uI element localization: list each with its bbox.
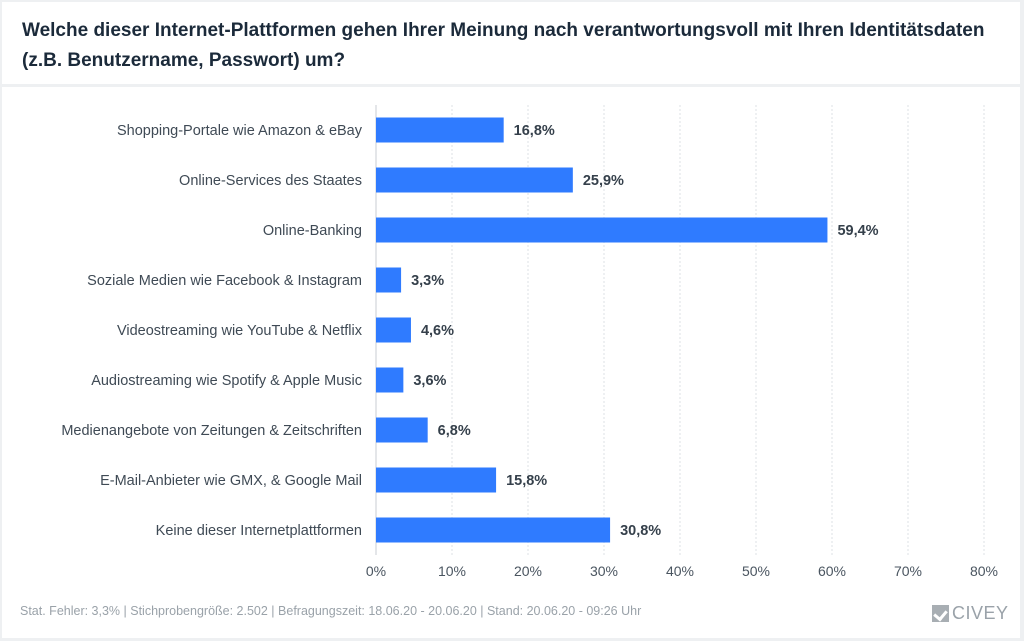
category-label: Shopping-Portale wie Amazon & eBay <box>117 123 363 139</box>
chart-title: Welche dieser Internet-Plattformen gehen… <box>22 20 985 71</box>
category-label: Medienangebote von Zeitungen & Zeitschri… <box>61 423 362 439</box>
value-label: 3,3% <box>411 273 444 289</box>
category-labels: Shopping-Portale wie Amazon & eBay Online… <box>61 123 362 539</box>
category-label: Audiostreaming wie Spotify & Apple Music <box>91 373 362 389</box>
civey-logo[interactable]: CIVEY <box>932 603 1009 624</box>
bar[interactable] <box>376 267 402 293</box>
value-labels: 16,8% 25,9% 59,4% 3,3% 4,6% 3,6% 6,8% 15,8% 30,8… <box>411 123 879 539</box>
category-label: E-Mail-Anbieter wie GMX, & Google Mail <box>100 473 362 489</box>
value-label: 30,8% <box>620 523 661 539</box>
survey-meta: Stat. Fehler: 3,3% | Stichprobengröße: 2… <box>20 604 642 618</box>
category-label: Online-Banking <box>263 223 362 239</box>
brand-name: CIVEY <box>952 603 1009 623</box>
x-axis-tick-labels: 0% 10% 20% 30% 40% 50% 60% 70% 80% <box>366 563 998 579</box>
civey-checkmark-logo-icon <box>932 605 949 622</box>
x-tick-label: 60% <box>818 563 846 579</box>
bar[interactable] <box>376 167 573 193</box>
category-label: Keine dieser Internetplattformen <box>156 523 362 539</box>
bar[interactable] <box>376 417 428 443</box>
bars <box>376 117 828 543</box>
value-label: 4,6% <box>421 323 454 339</box>
value-label: 15,8% <box>506 473 547 489</box>
bar[interactable] <box>376 117 504 143</box>
x-tick-label: 30% <box>590 563 618 579</box>
value-label: 16,8% <box>514 123 555 139</box>
x-tick-label: 10% <box>438 563 466 579</box>
value-label: 6,8% <box>438 423 471 439</box>
x-tick-label: 80% <box>970 563 998 579</box>
x-tick-label: 40% <box>666 563 694 579</box>
category-label: Online-Services des Staates <box>179 173 362 189</box>
value-label: 59,4% <box>837 223 878 239</box>
bar[interactable] <box>376 517 611 543</box>
category-label: Videostreaming wie YouTube & Netflix <box>117 323 363 339</box>
x-tick-label: 70% <box>894 563 922 579</box>
value-label: 25,9% <box>583 173 624 189</box>
x-tick-label: 20% <box>514 563 542 579</box>
title-card: Welche dieser Internet-Plattformen gehen… <box>2 2 1020 84</box>
bar[interactable] <box>376 367 404 393</box>
category-label: Soziale Medien wie Facebook & Instagram <box>87 273 362 289</box>
bar[interactable] <box>376 317 411 343</box>
bar[interactable] <box>376 467 497 493</box>
bar[interactable] <box>376 217 828 243</box>
x-tick-label: 50% <box>742 563 770 579</box>
value-label: 3,6% <box>413 373 446 389</box>
x-tick-label: 0% <box>366 563 386 579</box>
